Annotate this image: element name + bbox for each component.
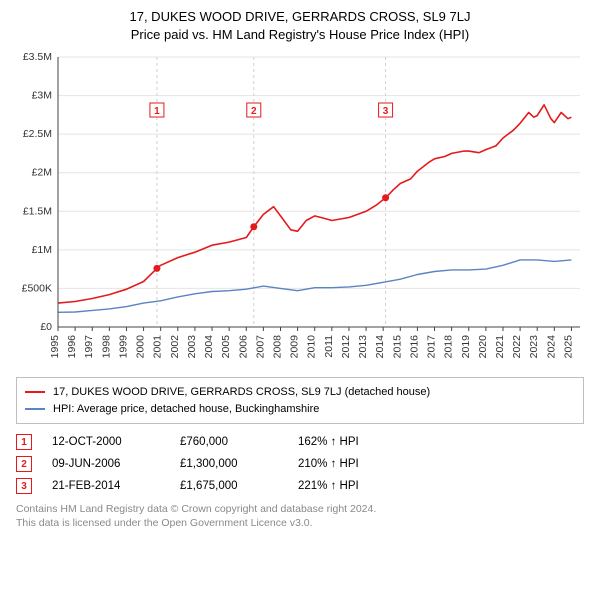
svg-text:2025: 2025 xyxy=(562,335,574,359)
chart-plot-area: £0 £500K £1M £1.5M £2M £2.5M £3M £3.5M 1995 1996 1… xyxy=(10,49,590,369)
sale-tag: 1 xyxy=(16,434,32,450)
svg-text:2021: 2021 xyxy=(494,335,506,359)
chart-container: 17, DUKES WOOD DRIVE, GERRARDS CROSS, SL… xyxy=(0,0,600,540)
svg-text:2014: 2014 xyxy=(374,335,386,359)
license-text: Contains HM Land Registry data © Crown c… xyxy=(16,502,584,530)
svg-text:2018: 2018 xyxy=(443,335,455,359)
svg-text:2006: 2006 xyxy=(237,335,249,359)
svg-text:2013: 2013 xyxy=(357,335,369,359)
svg-text:2020: 2020 xyxy=(477,335,489,359)
title-line-1: 17, DUKES WOOD DRIVE, GERRARDS CROSS, SL… xyxy=(10,8,590,26)
svg-text:2022: 2022 xyxy=(511,335,523,359)
svg-text:£3M: £3M xyxy=(32,90,52,102)
svg-text:2001: 2001 xyxy=(152,335,164,359)
legend-label: HPI: Average price, detached house, Buck… xyxy=(53,401,319,418)
svg-text:1997: 1997 xyxy=(83,335,95,359)
svg-text:2016: 2016 xyxy=(408,335,420,359)
sale-row: 3 21-FEB-2014 £1,675,000 221% ↑ HPI xyxy=(16,478,584,494)
sale-price: £760,000 xyxy=(180,436,290,448)
svg-text:2007: 2007 xyxy=(254,335,266,359)
sale-tag: 2 xyxy=(16,456,32,472)
svg-text:£500K: £500K xyxy=(22,283,52,295)
svg-text:2008: 2008 xyxy=(271,335,283,359)
svg-text:£2.5M: £2.5M xyxy=(23,128,52,140)
legend: 17, DUKES WOOD DRIVE, GERRARDS CROSS, SL… xyxy=(16,377,584,424)
sale-price: £1,300,000 xyxy=(180,458,290,470)
sale-price: £1,675,000 xyxy=(180,480,290,492)
license-line-2: This data is licensed under the Open Gov… xyxy=(16,516,584,530)
license-line-1: Contains HM Land Registry data © Crown c… xyxy=(16,502,584,516)
title-line-2: Price paid vs. HM Land Registry's House … xyxy=(10,26,590,44)
svg-text:2: 2 xyxy=(251,106,257,117)
svg-text:1995: 1995 xyxy=(49,335,61,359)
svg-text:2017: 2017 xyxy=(426,335,438,359)
svg-text:1: 1 xyxy=(154,106,160,117)
legend-item: HPI: Average price, detached house, Buck… xyxy=(25,401,575,418)
svg-text:2004: 2004 xyxy=(203,335,215,359)
svg-text:£3.5M: £3.5M xyxy=(23,51,52,63)
sale-date: 09-JUN-2006 xyxy=(52,458,172,470)
svg-text:2011: 2011 xyxy=(323,335,335,358)
svg-text:£1.5M: £1.5M xyxy=(23,205,52,217)
svg-text:2024: 2024 xyxy=(545,335,557,359)
svg-text:2009: 2009 xyxy=(289,335,301,359)
legend-label: 17, DUKES WOOD DRIVE, GERRARDS CROSS, SL… xyxy=(53,384,430,401)
svg-text:2019: 2019 xyxy=(460,335,472,359)
svg-text:2012: 2012 xyxy=(340,335,352,359)
svg-text:2003: 2003 xyxy=(186,335,198,359)
svg-text:£1M: £1M xyxy=(32,244,52,256)
sale-pct: 162% ↑ HPI xyxy=(298,436,408,448)
svg-text:3: 3 xyxy=(383,106,389,117)
legend-swatch xyxy=(25,391,45,393)
legend-swatch xyxy=(25,408,45,410)
sale-tag: 3 xyxy=(16,478,32,494)
sale-date: 12-OCT-2000 xyxy=(52,436,172,448)
svg-text:2010: 2010 xyxy=(306,335,318,359)
svg-text:2015: 2015 xyxy=(391,335,403,359)
legend-item: 17, DUKES WOOD DRIVE, GERRARDS CROSS, SL… xyxy=(25,384,575,401)
svg-text:2023: 2023 xyxy=(528,335,540,359)
svg-text:£2M: £2M xyxy=(32,167,52,179)
svg-text:2000: 2000 xyxy=(135,335,147,359)
sale-row: 2 09-JUN-2006 £1,300,000 210% ↑ HPI xyxy=(16,456,584,472)
line-chart-svg: £0 £500K £1M £1.5M £2M £2.5M £3M £3.5M 1995 1996 1… xyxy=(10,49,590,369)
sale-row: 1 12-OCT-2000 £760,000 162% ↑ HPI xyxy=(16,434,584,450)
sale-pct: 210% ↑ HPI xyxy=(298,458,408,470)
svg-text:1996: 1996 xyxy=(66,335,78,359)
svg-text:1998: 1998 xyxy=(100,335,112,359)
svg-text:2005: 2005 xyxy=(220,335,232,359)
svg-text:2002: 2002 xyxy=(169,335,181,359)
sale-pct: 221% ↑ HPI xyxy=(298,480,408,492)
sale-date: 21-FEB-2014 xyxy=(52,480,172,492)
chart-title: 17, DUKES WOOD DRIVE, GERRARDS CROSS, SL… xyxy=(10,8,590,43)
sales-table: 1 12-OCT-2000 £760,000 162% ↑ HPI 2 09-JUN-20… xyxy=(16,434,584,494)
svg-text:£0: £0 xyxy=(40,321,52,333)
svg-text:1999: 1999 xyxy=(117,335,129,359)
